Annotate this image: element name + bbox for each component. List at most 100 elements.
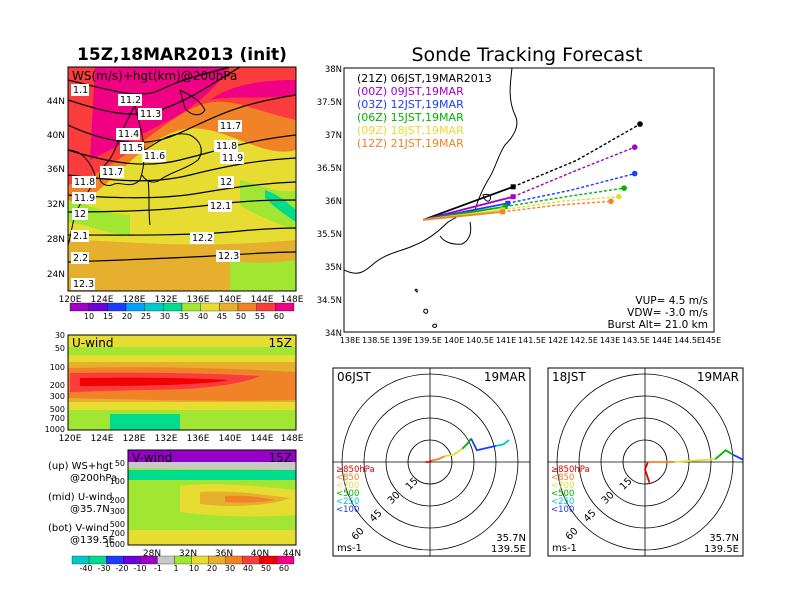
legend-note-sub: @139.5E: [70, 535, 115, 546]
x-tick-label: 139E: [392, 336, 412, 345]
svg-text:12.3: 12.3: [73, 279, 94, 290]
x-tick-label: 148E: [281, 295, 304, 305]
descent-segment: [502, 196, 619, 211]
colorbar-tick-label: 1: [173, 564, 178, 573]
y-tick-label: 32N: [47, 200, 65, 210]
contour-label: 12: [72, 208, 88, 220]
colorbar-tick-label: 45: [217, 312, 227, 321]
x-tick-label: 136E: [187, 295, 210, 305]
svg-text:12.2: 12.2: [192, 233, 213, 244]
level-legend-entry: <850: [551, 473, 574, 483]
y-tick-label: 44N: [47, 97, 65, 107]
colorbar-tick-label: 60: [274, 312, 284, 321]
hodograph-trace: [425, 438, 510, 463]
level-legend-entry: <500: [551, 489, 574, 499]
hodograph-segment: [470, 438, 497, 452]
colorbar-tick-label: 60: [279, 564, 289, 573]
x-tick-label: 144E: [251, 295, 274, 305]
y-tick-label: 36.5N: [317, 164, 342, 174]
track-legend-entry: (12Z) 21JST,19MAR: [357, 137, 464, 150]
level-legend: ≥850hPa <850 <700 <500 <250 <100: [336, 465, 375, 515]
u-x-axis: 120E 124E 128E 132E 136E 140E 144E 148E: [59, 434, 304, 444]
v-colorbar-ticks: -40 -30 -20 -10 -1 1 10 20 30 40 50 60: [79, 564, 289, 573]
contour-label: 12.1: [208, 200, 232, 212]
descent-speed: VDW= -3.0 m/s: [627, 307, 708, 319]
colorbar-swatch: [157, 555, 175, 565]
u-wind-panel: U-wind 15Z 30 50 100 200 300 500 700 100…: [45, 331, 304, 444]
colorbar-swatch: [125, 302, 145, 312]
landing-point: [631, 144, 638, 150]
y-tick-label: 100: [50, 363, 65, 372]
wind-unit: ms-1: [337, 543, 362, 554]
y-tick-label: 36N: [47, 165, 65, 175]
track-x-axis: 138E 138.5E 139E 139.5E 140E 140.5E 141E…: [340, 336, 721, 345]
colorbar-tick-label: 50: [261, 564, 271, 573]
colorbar-swatch: [242, 555, 260, 565]
svg-text:11.8: 11.8: [74, 177, 95, 188]
y-tick-label: 500: [50, 405, 65, 414]
landing-point: [621, 185, 627, 191]
hodograph-18jst: 18JST 19MAR 15 30 45 60 ≥850hPa <850 <70…: [547, 367, 744, 557]
x-tick-label: 144E: [652, 336, 672, 345]
svg-text:11.2: 11.2: [120, 95, 141, 106]
descent-segment: [507, 172, 635, 204]
track-legend-entry: (00Z) 09JST,19MAR: [357, 85, 464, 98]
x-tick-label: 143.5E: [622, 336, 650, 345]
ws-panel-label: WS(m/s)+hgt(km)@200hPa: [72, 69, 237, 83]
ws-colorbar: [69, 302, 295, 312]
track-legend-entry: (03Z) 12JST,19MAR: [357, 98, 464, 111]
hodograph-segment: [644, 461, 651, 483]
descent-segment: [512, 123, 641, 188]
svg-text:11.9: 11.9: [222, 153, 243, 164]
colorbar-swatch: [225, 555, 243, 565]
x-tick-label: 138E: [340, 336, 360, 345]
colorbar-swatch: [200, 302, 220, 312]
y-tick-label: 500: [110, 520, 125, 529]
ascent-segment: [423, 195, 514, 221]
burst-point: [500, 209, 506, 215]
contour-label: 11.4: [116, 128, 140, 140]
contour-label: 11.5: [120, 142, 144, 154]
burst-point: [502, 204, 508, 210]
level-legend-entry: <700: [336, 481, 359, 491]
x-tick-label: 36N: [215, 549, 233, 559]
v-panel-label: V-wind: [132, 451, 172, 465]
y-tick-label: 30: [55, 331, 65, 340]
svg-text:12.1: 12.1: [210, 201, 231, 212]
level-legend: ≥850hPa <850 <700 <500 <250 <100: [551, 465, 590, 515]
colorbar-tick-label: 15: [103, 312, 113, 321]
colorbar-swatch: [259, 555, 278, 565]
svg-text:11.6: 11.6: [144, 151, 165, 162]
colorbar-swatch: [88, 555, 107, 565]
x-tick-label: 142E: [548, 336, 568, 345]
contour-label: 12.3: [216, 250, 240, 262]
colorbar-swatch: [174, 555, 192, 565]
tracking-chart-title: Sonde Tracking Forecast: [411, 44, 642, 66]
colorbar-tick-label: 30: [225, 564, 235, 573]
x-tick-label: 124E: [91, 434, 114, 444]
hodograph-segment: [461, 438, 472, 450]
v-y-axis: 50 100 200 300 500 700 1000: [105, 459, 125, 549]
x-tick-label: 140E: [444, 336, 464, 345]
colorbar-swatch: [140, 555, 158, 565]
hodograph-segment: [495, 439, 510, 447]
colorbar-swatch: [163, 302, 183, 312]
colorbar-tick-label: -30: [97, 564, 110, 573]
contour-label: 11.9: [220, 152, 244, 164]
y-tick-label: 100: [110, 477, 125, 486]
contour-label: 12.2: [190, 232, 214, 244]
colorbar-swatch: [191, 555, 209, 565]
svg-text:11.7: 11.7: [220, 121, 241, 132]
x-tick-label: 148E: [281, 434, 304, 444]
hodograph-segment: [444, 448, 463, 458]
y-tick-label: 37N: [325, 131, 342, 141]
y-tick-label: 28N: [47, 235, 65, 245]
colorbar-swatch: [276, 555, 295, 565]
x-tick-label: 138.5E: [362, 336, 390, 345]
hodograph-segment: [732, 453, 743, 469]
track-info: VUP= 4.5 m/s VDW= -3.0 m/s Burst Alt= 21…: [608, 295, 708, 331]
colorbar-tick-label: -10: [133, 564, 146, 573]
legend-note-label: (bot) V-wind: [48, 523, 109, 534]
colorbar-tick-label: -1: [154, 564, 162, 573]
